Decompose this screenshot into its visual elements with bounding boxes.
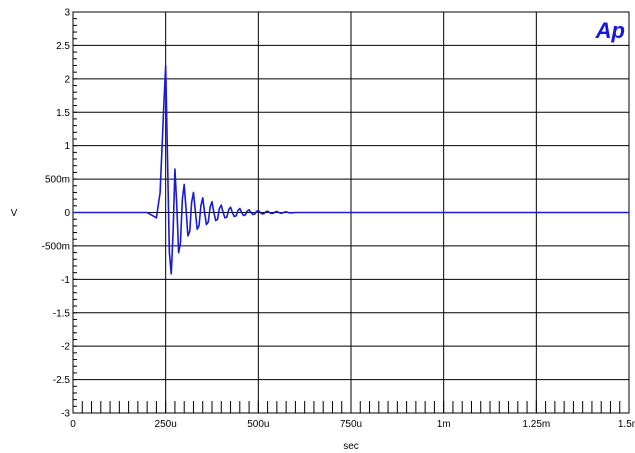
x-tick-label: 250u: [155, 419, 177, 430]
x-tick-label: 500u: [247, 419, 269, 430]
y-tick-labels: 3 2.5 2 1.5 1 500m 0 -500m -1 -1.5 -2 -2.5 -3: [42, 8, 71, 420]
y-tick-label: 2.5: [56, 41, 70, 52]
x-tick-label: 1m: [437, 419, 451, 430]
y-axis-label: V: [11, 208, 18, 219]
x-tick-label: 750u: [340, 419, 362, 430]
x-axis-label: sec: [343, 441, 359, 452]
y-tick-label: -500m: [42, 241, 70, 252]
y-tick-label: -2: [61, 342, 70, 353]
y-tick-label: 0: [64, 208, 70, 219]
series-layer: [73, 64, 629, 275]
x-tick-labels: 0 250u 500u 750u 1m 1.25m 1.5m: [70, 419, 635, 430]
x-tick-label: 1.5m: [618, 419, 635, 430]
y-tick-label: -1: [61, 275, 70, 286]
x-tick-label: 1.25m: [522, 419, 550, 430]
y-tick-label: 1.5: [56, 108, 70, 119]
x-tick-label: 0: [70, 419, 76, 430]
y-tick-label: -3: [61, 409, 70, 420]
y-tick-label: 500m: [45, 175, 70, 186]
y-tick-label: 2: [64, 74, 70, 85]
series-line: [73, 64, 629, 275]
ap-logo: Ap: [595, 18, 625, 43]
y-tick-label: -1.5: [53, 308, 71, 319]
y-tick-label: 1: [64, 141, 70, 152]
y-tick-label: -2.5: [53, 375, 71, 386]
minor-ticks: [72, 11, 630, 414]
y-tick-label: 3: [64, 8, 70, 19]
